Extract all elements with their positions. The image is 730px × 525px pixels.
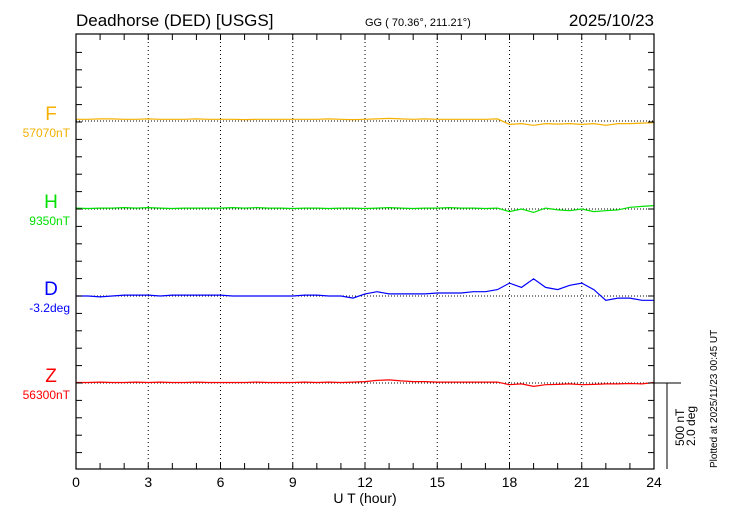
series-name-Z: Z: [45, 366, 57, 387]
x-tick-label: 21: [574, 474, 590, 490]
series-baseline-H: 9350nT: [29, 214, 70, 228]
series-baseline-F: 57070nT: [23, 126, 71, 140]
x-tick-label: 15: [429, 474, 445, 490]
series-baseline-D: -3.2deg: [29, 301, 70, 315]
traces: [75, 117, 655, 388]
grid: [76, 34, 654, 469]
x-tick-label: 0: [72, 474, 80, 490]
station-title: Deadhorse (DED) [USGS]: [76, 11, 273, 30]
plot-frame: [75, 33, 655, 470]
series-name-D: D: [44, 279, 58, 300]
plotted-at: Plotted at 2025/11/23 00:45 UT: [709, 330, 720, 468]
axes: 0 3 6 9 12 15 18 21 24: [72, 33, 662, 490]
scale-bar: 500 nT 2.0 deg: [654, 382, 698, 469]
x-tick-label: 24: [646, 474, 662, 490]
trace-Z: [76, 379, 655, 388]
trace-D: [76, 278, 654, 301]
x-tick-label: 18: [502, 474, 518, 490]
trace-F: [76, 117, 655, 126]
scale-deg-label: 2.0 deg: [684, 406, 698, 446]
x-tick-label: 9: [289, 474, 297, 490]
series-name-F: F: [45, 104, 57, 125]
trace-H: [75, 205, 655, 214]
x-tick-label: 3: [144, 474, 152, 490]
coordinates: GG ( 70.36°, 211.21°): [365, 17, 471, 29]
x-axis-label: U T (hour): [333, 490, 396, 506]
series-baseline-Z: 56300nT: [23, 388, 71, 402]
x-tick-label: 12: [357, 474, 373, 490]
scale-nT-label: 500 nT: [673, 408, 687, 446]
x-tick-label: 6: [217, 474, 225, 490]
series-name-H: H: [44, 192, 58, 213]
date: 2025/10/23: [569, 11, 654, 30]
